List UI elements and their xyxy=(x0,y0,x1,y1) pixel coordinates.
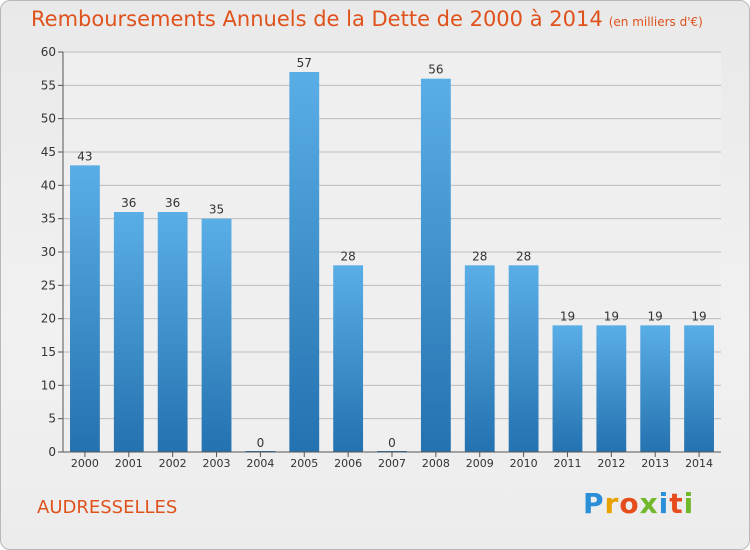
data-label: 19 xyxy=(691,309,706,323)
logo-letter: P xyxy=(583,487,605,520)
data-label: 19 xyxy=(604,309,619,323)
chart-title: Remboursements Annuels de la Dette de 20… xyxy=(31,7,703,31)
data-label: 43 xyxy=(77,149,92,163)
x-tick-label: 2005 xyxy=(290,457,318,470)
x-tick-label: 2010 xyxy=(510,457,538,470)
y-tick-label: 35 xyxy=(41,212,56,226)
bar xyxy=(289,72,320,452)
logo-letter: i xyxy=(683,487,695,520)
bar xyxy=(508,265,539,452)
proxiti-logo: Proxiti xyxy=(583,487,694,520)
x-tick-label: 2006 xyxy=(334,457,362,470)
bar xyxy=(640,325,671,452)
y-tick-label: 30 xyxy=(41,245,56,259)
x-tick-label: 2012 xyxy=(597,457,625,470)
data-label: 35 xyxy=(209,203,224,217)
x-tick-label: 2009 xyxy=(466,457,494,470)
y-tick-label: 45 xyxy=(41,145,56,159)
y-tick-label: 15 xyxy=(41,345,56,359)
x-tick-label: 2002 xyxy=(159,457,187,470)
logo-letter: x xyxy=(639,487,659,520)
y-tick-label: 0 xyxy=(48,445,56,459)
bar xyxy=(596,325,627,452)
data-label: 19 xyxy=(648,309,663,323)
data-label: 19 xyxy=(560,309,575,323)
x-tick-label: 2000 xyxy=(71,457,99,470)
bar xyxy=(113,212,144,452)
x-tick-label: 2007 xyxy=(378,457,406,470)
bar xyxy=(157,212,188,452)
data-label: 28 xyxy=(340,249,355,263)
data-label: 28 xyxy=(516,249,531,263)
x-tick-label: 2003 xyxy=(203,457,231,470)
y-tick-label: 50 xyxy=(41,112,56,126)
data-label: 36 xyxy=(165,196,180,210)
y-tick-label: 10 xyxy=(41,378,56,392)
x-tick-label: 2014 xyxy=(685,457,713,470)
data-label: 28 xyxy=(472,249,487,263)
logo-letter: r xyxy=(604,487,620,520)
y-tick-label: 60 xyxy=(41,45,56,59)
data-label: 0 xyxy=(257,436,265,450)
y-tick-label: 25 xyxy=(41,278,56,292)
chart-subtitle: (en milliers d'€) xyxy=(608,15,703,29)
data-label: 57 xyxy=(297,56,312,70)
x-tick-label: 2013 xyxy=(641,457,669,470)
bar xyxy=(552,325,583,452)
logo-letter: i xyxy=(658,487,670,520)
x-tick-label: 2011 xyxy=(553,457,581,470)
commune-name: AUDRESSELLES xyxy=(37,497,178,518)
bar xyxy=(420,78,451,453)
y-tick-label: 40 xyxy=(41,178,56,192)
bar xyxy=(333,265,364,452)
data-label: 36 xyxy=(121,196,136,210)
logo-letter: o xyxy=(619,487,640,520)
bar xyxy=(464,265,495,452)
y-tick-label: 5 xyxy=(48,412,56,426)
data-label: 0 xyxy=(388,436,396,450)
bar xyxy=(201,218,232,452)
x-tick-label: 2008 xyxy=(422,457,450,470)
data-label: 56 xyxy=(428,63,443,77)
x-tick-label: 2004 xyxy=(246,457,274,470)
logo-letter: t xyxy=(669,487,684,520)
bar xyxy=(684,325,714,452)
y-tick-label: 20 xyxy=(41,312,56,326)
x-tick-label: 2001 xyxy=(115,457,143,470)
y-tick-label: 55 xyxy=(41,78,56,92)
chart-title-text: Remboursements Annuels de la Dette de 20… xyxy=(31,7,603,31)
bar xyxy=(70,165,100,453)
